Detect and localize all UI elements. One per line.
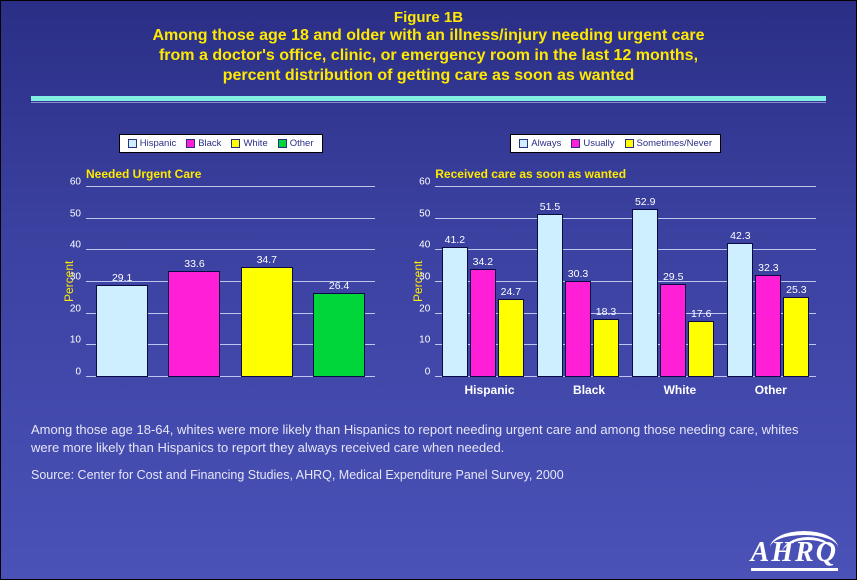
bar: 24.7 [498, 299, 524, 377]
bar-value: 24.7 [501, 286, 521, 300]
category-label: Hispanic [465, 383, 515, 397]
bar: 25.3 [783, 297, 809, 377]
title-block: Figure 1B Among those age 18 and older w… [1, 1, 856, 90]
ytick: 30 [70, 272, 86, 283]
ytick: 20 [70, 303, 86, 314]
legend-item: Other [278, 138, 314, 149]
title-line-2: from a doctor's office, clinic, or emerg… [41, 46, 816, 66]
bar-value: 18.3 [596, 306, 616, 320]
bar: 26.4 [313, 293, 365, 377]
title-line-3: percent distribution of getting care as … [41, 66, 816, 86]
category-label: Black [573, 383, 605, 397]
bar-value: 26.4 [329, 280, 349, 294]
ytick: 40 [70, 240, 86, 251]
bar-group: 26.4 [313, 293, 365, 377]
bar-group: 41.234.224.7 [442, 247, 524, 377]
legend-item: Always [519, 138, 561, 149]
legend-item: Sometimes/Never [625, 138, 713, 149]
legend-swatch [278, 139, 287, 148]
ytick: 0 [425, 367, 436, 378]
right-category-labels: Hispanic Black White Other [435, 383, 816, 397]
category-label: Other [755, 383, 787, 397]
header-rule [31, 96, 826, 101]
bar: 41.2 [442, 247, 468, 377]
bar-value: 42.3 [730, 230, 750, 244]
figure-label: Figure 1B [41, 9, 816, 26]
bar-group: 29.1 [96, 285, 148, 377]
charts-row: Hispanic Black White Other Needed Urgent Ca… [1, 103, 856, 407]
legend-swatch [231, 139, 240, 148]
left-plot: Percent 010203040506029.133.634.726.4 [86, 187, 375, 377]
legend-item: Hispanic [128, 138, 176, 149]
bar: 33.6 [168, 271, 220, 377]
legend-swatch [519, 139, 528, 148]
bar: 29.1 [96, 285, 148, 377]
ytick: 30 [419, 272, 435, 283]
bar: 51.5 [537, 214, 563, 377]
bars-area: 29.1 33.6 34.7 26.4 [86, 187, 375, 377]
bar: 30.3 [565, 281, 591, 377]
ytick: 40 [419, 240, 435, 251]
right-plot: Percent 010203040506041.234.224.751.530.… [435, 187, 816, 377]
legend-item: Black [186, 138, 221, 149]
bar-group: 52.929.517.6 [632, 209, 714, 377]
bar-group: 34.7 [241, 267, 293, 377]
legend-swatch [571, 139, 580, 148]
bars-area: 41.234.224.751.530.318.352.929.517.642.3… [435, 187, 816, 377]
ytick: 20 [419, 303, 435, 314]
bar-value: 25.3 [786, 284, 806, 298]
bar-value: 34.2 [473, 256, 493, 270]
right-legend: Always Usually Sometimes/Never [510, 134, 721, 153]
left-chart-title: Needed Urgent Care [86, 167, 385, 181]
legend-item: Usually [571, 138, 614, 149]
ytick: 10 [419, 335, 435, 346]
ytick: 10 [70, 335, 86, 346]
footer-text: Among those age 18-64, whites were more … [1, 407, 856, 458]
bar-value: 17.6 [691, 308, 711, 322]
bar-value: 29.5 [663, 271, 683, 285]
ytick: 50 [70, 208, 86, 219]
bar-value: 29.1 [112, 272, 132, 286]
source-text: Source: Center for Cost and Financing St… [1, 458, 856, 482]
bar: 52.9 [632, 209, 658, 377]
bar: 32.3 [755, 275, 781, 377]
bar-group: 51.530.318.3 [537, 214, 619, 377]
right-chart-title: Received care as soon as wanted [435, 167, 826, 181]
bar-value: 52.9 [635, 196, 655, 210]
category-label: White [664, 383, 697, 397]
bar-value: 33.6 [184, 258, 204, 272]
bar-value: 32.3 [758, 262, 778, 276]
legend-swatch [186, 139, 195, 148]
bar-group: 33.6 [168, 271, 220, 377]
ytick: 60 [70, 177, 86, 188]
title-line-1: Among those age 18 and older with an ill… [41, 26, 816, 46]
bar: 34.2 [470, 269, 496, 377]
bar-value: 34.7 [257, 254, 277, 268]
bar-value: 30.3 [568, 268, 588, 282]
bar: 18.3 [593, 319, 619, 377]
ytick: 0 [75, 367, 86, 378]
bar-value: 51.5 [540, 201, 560, 215]
left-legend: Hispanic Black White Other [119, 134, 323, 153]
bar: 17.6 [688, 321, 714, 377]
left-chart: Hispanic Black White Other Needed Urgent Ca… [56, 133, 385, 397]
legend-swatch [128, 139, 137, 148]
bar-value: 41.2 [445, 234, 465, 248]
right-chart: Always Usually Sometimes/Never Received ca… [405, 133, 826, 397]
ytick: 50 [419, 208, 435, 219]
ahrq-logo: AHRQ [751, 537, 838, 569]
bar: 42.3 [727, 243, 753, 377]
legend-swatch [625, 139, 634, 148]
ytick: 60 [419, 177, 435, 188]
bar: 34.7 [241, 267, 293, 377]
legend-item: White [231, 138, 267, 149]
bar: 29.5 [660, 284, 686, 377]
bar-group: 42.332.325.3 [727, 243, 809, 377]
